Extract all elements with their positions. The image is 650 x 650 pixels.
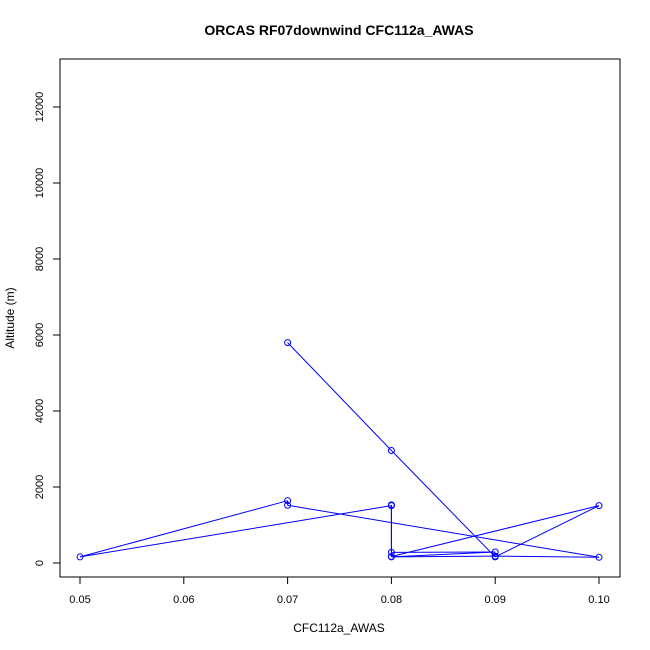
y-axis-label: Altitude (m) [3,287,17,348]
x-axis: 0.05 0.06 0.07 0.08 0.09 0.10 [69,576,610,606]
data-point [387,553,395,561]
x-tick-label: 0.09 [484,594,505,606]
data-point [284,501,292,509]
chart-title: ORCAS RF07downwind CFC112a_AWAS [204,22,473,38]
series-line-segment [287,342,392,451]
y-tick-label: 4000 [34,399,46,423]
data-point [76,553,84,561]
x-tick-label: 0.07 [277,594,298,606]
series-line-segment [391,505,600,558]
series-line-segment [494,505,600,558]
series-line-segment [79,500,288,558]
series-line-segment [391,450,496,558]
data-point [595,553,603,561]
y-tick-label: 2000 [34,475,46,499]
data-point [491,552,499,560]
data-point [491,548,499,556]
data-point [387,501,395,509]
y-tick-label: 10000 [34,168,46,199]
series-line-segment [287,504,600,558]
y-tick-label: 8000 [34,247,46,271]
data-point [387,548,395,556]
data-point [595,502,603,510]
y-tick-label: 0 [34,560,46,566]
data-point [387,447,395,455]
x-tick-label: 0.06 [173,594,194,606]
series-line-segment [391,551,496,558]
series-line-segment [495,555,600,558]
x-axis-label: CFC112a_AWAS [293,621,385,635]
y-tick-label: 6000 [34,323,46,347]
y-axis: 0 2000 4000 6000 8000 10000 12000 [34,92,61,566]
x-tick-label: 0.08 [381,594,402,606]
series-line-segment [391,555,496,558]
y-tick-label: 12000 [34,92,46,123]
data-point [284,497,292,505]
x-tick-label: 0.05 [69,594,90,606]
x-tick-label: 0.10 [588,594,609,606]
series-layer [76,339,603,561]
data-point [284,339,292,347]
